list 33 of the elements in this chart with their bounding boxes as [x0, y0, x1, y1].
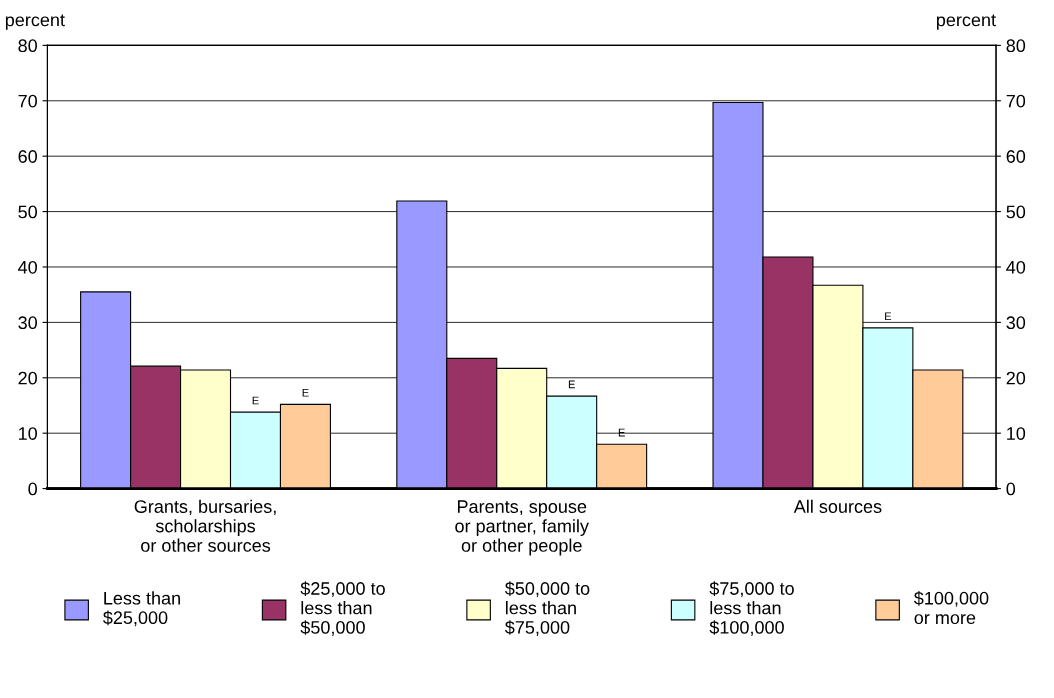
data-label: E [618, 428, 625, 437]
y2-axis-title: percent [936, 14, 996, 30]
x-tick-label: Parents, spouse or partner, family or other people [455, 500, 589, 556]
y-tick-label: 80 [18, 39, 37, 53]
y-tick-label: 20 [18, 371, 37, 385]
data-label: E [252, 396, 259, 405]
y-tick-label: 0 [28, 482, 37, 496]
y-axis-title: percent [5, 14, 65, 30]
y2-tick-label: 60 [1006, 150, 1026, 163]
y-tick-label: 10 [19, 427, 37, 440]
y-tick-label: 60 [18, 150, 37, 163]
data-label: E [302, 388, 309, 397]
x-tick-label: Grants, bursaries, scholarships or other sources [134, 499, 276, 552]
y2-tick-label: 10 [1007, 427, 1026, 440]
legend-label: $75,000 to less than $100,000 [709, 581, 794, 636]
legend-label: $50,000 to less than $75,000 [504, 581, 590, 636]
y2-tick-label: 80 [1006, 39, 1026, 53]
y2-tick-label: 0 [1006, 482, 1016, 496]
legend-label: Less than $25,000 [103, 591, 180, 627]
y-tick-label: 30 [18, 316, 37, 330]
y2-tick-label: 30 [1006, 316, 1026, 330]
legend-label: $100,000 or more [913, 591, 989, 625]
y-tick-label: 40 [18, 260, 37, 274]
data-label: E [568, 380, 575, 389]
data-label: E [885, 312, 892, 321]
y-tick-label: 70 [18, 94, 37, 108]
y2-tick-label: 20 [1006, 371, 1026, 385]
y2-tick-label: 70 [1006, 94, 1026, 108]
y-tick-label: 50 [18, 205, 37, 219]
legend-label: $25,000 to less than $50,000 [300, 581, 385, 636]
y2-tick-label: 50 [1006, 205, 1026, 219]
x-tick-label: All sources [793, 499, 882, 513]
y2-tick-label: 40 [1006, 260, 1026, 274]
